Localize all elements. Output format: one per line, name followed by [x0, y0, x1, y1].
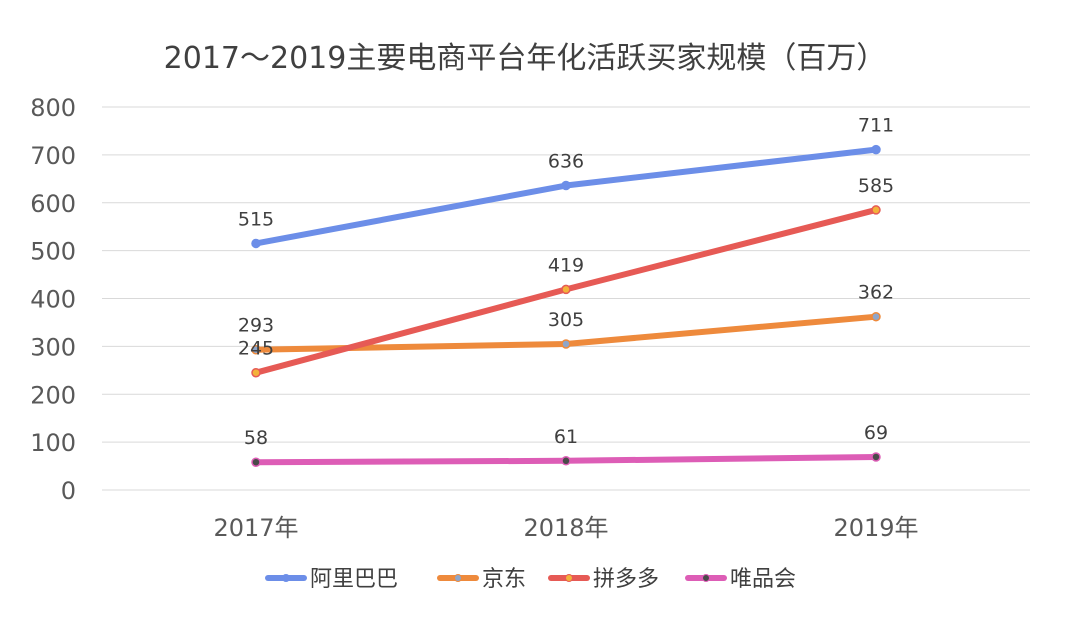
data-label: 362	[858, 282, 894, 304]
data-label: 293	[238, 315, 274, 337]
x-tick-label: 2019年	[833, 514, 918, 542]
y-tick-label: 0	[61, 477, 76, 505]
x-axis-ticks: 2017年 2018年 2019年	[213, 514, 918, 542]
data-label: 585	[858, 175, 894, 197]
data-label: 515	[238, 208, 274, 230]
legend-marker	[454, 574, 462, 582]
y-tick-label: 400	[30, 286, 76, 314]
x-tick-label: 2017年	[213, 514, 298, 542]
legend-label: 京东	[482, 567, 526, 592]
y-tick-label: 300	[30, 333, 76, 361]
data-point	[251, 457, 261, 467]
legend-marker	[282, 574, 290, 582]
legend: 阿里巴巴 京东 拼多多 唯品会	[265, 567, 796, 592]
data-point	[561, 339, 571, 349]
legend-label: 拼多多	[593, 567, 659, 592]
data-point	[561, 180, 571, 191]
data-point	[871, 311, 881, 322]
y-tick-label: 100	[30, 429, 76, 457]
x-tick-label: 2018年	[523, 514, 608, 542]
data-label: 636	[548, 151, 584, 173]
y-tick-label: 500	[30, 238, 76, 266]
data-point	[871, 205, 881, 215]
data-label: 711	[858, 115, 894, 137]
data-label: 69	[864, 422, 888, 444]
data-label: 305	[548, 309, 584, 331]
data-point	[251, 344, 261, 355]
data-point	[561, 456, 571, 466]
legend-marker	[702, 574, 710, 582]
legend-marker	[565, 574, 573, 582]
legend-label: 阿里巴巴	[310, 567, 398, 592]
y-axis-ticks: 0 100 200 300 400 500 600 700 800	[30, 94, 76, 505]
data-label: 58	[244, 427, 268, 449]
data-label: 245	[238, 338, 274, 360]
data-labels: 515 636 711 293 305 362 245 419 585 58 61 69	[238, 115, 894, 450]
y-tick-label: 700	[30, 142, 76, 170]
data-point	[251, 238, 261, 249]
y-tick-label: 800	[30, 94, 76, 122]
chart-title: 2017～2019主要电商平台年化活跃买家规模（百万）	[164, 41, 887, 76]
legend-label: 唯品会	[730, 567, 796, 592]
data-point	[871, 144, 881, 155]
data-point	[251, 367, 261, 378]
y-tick-label: 200	[30, 381, 76, 409]
data-point	[871, 452, 881, 462]
data-label: 61	[554, 426, 578, 448]
data-label: 419	[548, 254, 584, 276]
data-point	[561, 284, 571, 295]
y-tick-label: 600	[30, 190, 76, 218]
series-lines	[251, 144, 881, 467]
